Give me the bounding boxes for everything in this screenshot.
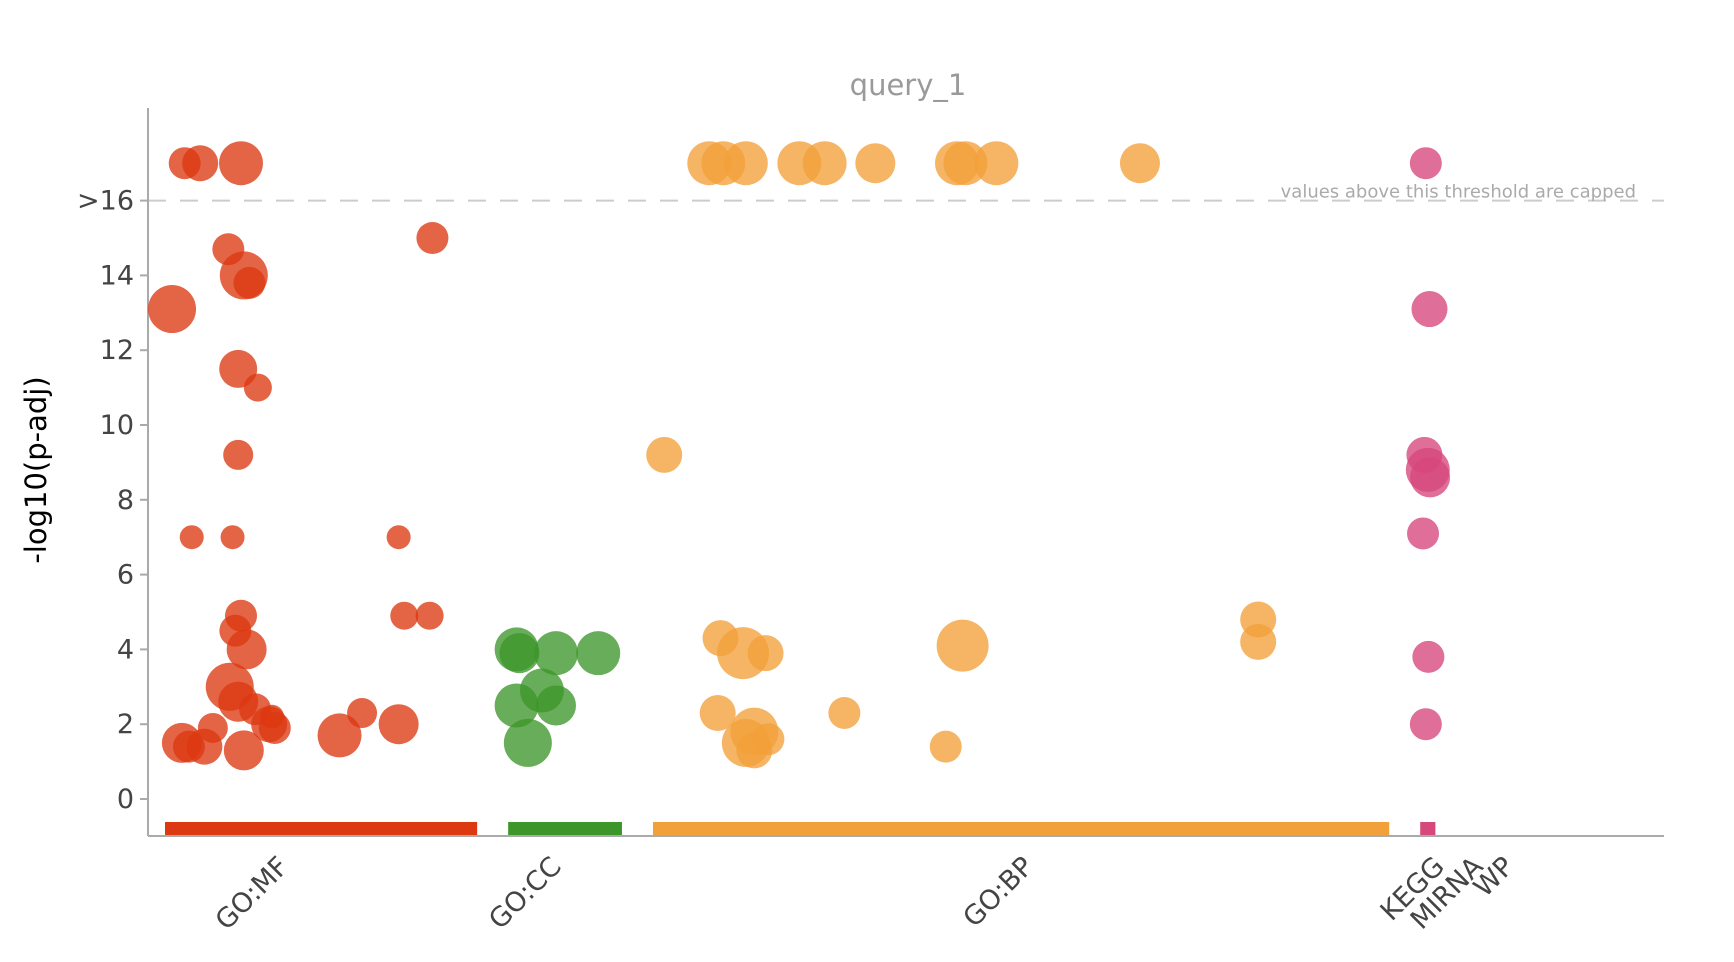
data-point[interactable]	[148, 285, 197, 334]
data-point[interactable]	[646, 436, 683, 473]
data-point[interactable]	[243, 373, 272, 402]
data-point[interactable]	[723, 141, 768, 186]
y-tick-label: >16	[77, 186, 134, 217]
data-point[interactable]	[974, 141, 1019, 186]
data-point[interactable]	[1407, 517, 1440, 550]
y-tick-label: 14	[100, 260, 134, 291]
data-point[interactable]	[1409, 708, 1442, 741]
x-tick-label: GO:CC	[483, 851, 568, 936]
y-tick-label: 2	[117, 709, 134, 740]
data-point[interactable]	[223, 730, 264, 771]
data-point[interactable]	[499, 633, 540, 674]
data-point[interactable]	[536, 685, 577, 726]
data-point[interactable]	[752, 723, 785, 756]
data-point[interactable]	[929, 730, 962, 763]
chart-title: query_1	[850, 68, 967, 102]
data-point[interactable]	[219, 141, 264, 186]
data-point[interactable]	[503, 718, 552, 767]
data-point[interactable]	[259, 704, 284, 729]
data-point[interactable]	[494, 683, 539, 728]
data-points	[148, 141, 1451, 771]
source-bar-go-cc	[508, 822, 622, 835]
data-point[interactable]	[855, 143, 896, 184]
data-point[interactable]	[936, 619, 989, 672]
data-point[interactable]	[347, 697, 378, 728]
source-bar-go-bp	[652, 822, 1390, 835]
x-tick-label: GO:BP	[957, 851, 1039, 933]
data-point[interactable]	[1412, 640, 1445, 673]
data-point[interactable]	[186, 728, 223, 765]
data-point[interactable]	[1410, 457, 1451, 498]
data-point[interactable]	[576, 631, 621, 676]
data-point[interactable]	[390, 601, 419, 630]
source-bar-go-mf	[165, 822, 478, 835]
data-point[interactable]	[699, 694, 736, 731]
data-point[interactable]	[223, 439, 254, 470]
y-tick-label: 0	[117, 784, 134, 815]
y-tick-label: 8	[117, 485, 134, 516]
data-point[interactable]	[534, 631, 579, 676]
data-point[interactable]	[747, 635, 784, 672]
y-tick-label: 6	[117, 560, 134, 591]
data-point[interactable]	[386, 525, 411, 550]
data-point[interactable]	[378, 704, 419, 745]
y-tick-label: 12	[100, 335, 134, 366]
data-point[interactable]	[233, 266, 266, 299]
threshold-layer: values above this threshold are capped	[148, 182, 1664, 203]
data-point[interactable]	[943, 141, 988, 186]
data-point[interactable]	[828, 696, 861, 729]
y-axis: 0 2 4 6 8 10 12 14 >16	[77, 108, 149, 836]
data-point[interactable]	[179, 525, 204, 550]
data-point[interactable]	[1409, 147, 1442, 180]
y-tick-label: 10	[100, 410, 134, 441]
data-point[interactable]	[317, 713, 362, 758]
data-point[interactable]	[415, 601, 444, 630]
data-point[interactable]	[416, 222, 449, 254]
data-point[interactable]	[1119, 143, 1160, 184]
data-point[interactable]	[802, 141, 847, 186]
data-point[interactable]	[1240, 623, 1277, 660]
threshold-label: values above this threshold are capped	[1281, 182, 1636, 203]
source-bars	[165, 822, 1436, 835]
data-point[interactable]	[182, 145, 219, 182]
y-axis-label: -log10(p-adj)	[19, 376, 53, 563]
data-point[interactable]	[1411, 291, 1448, 328]
x-tick-label: GO:MF	[210, 851, 295, 936]
y-tick-label: 4	[117, 634, 134, 665]
data-point[interactable]	[220, 525, 245, 550]
source-bar-kegg	[1420, 822, 1436, 835]
data-point[interactable]	[226, 629, 267, 670]
x-tick-label: WP	[1468, 851, 1520, 903]
